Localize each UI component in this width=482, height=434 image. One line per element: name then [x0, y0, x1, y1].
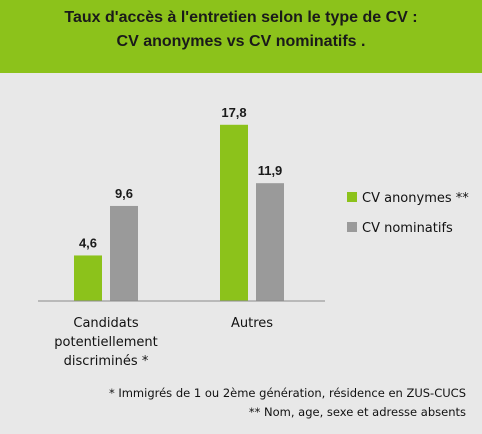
chart-title-line-1: Taux d'accès à l'entretien selon le type…: [64, 9, 418, 26]
chart-title-line-2: CV anonymes vs CV nominatifs .: [116, 33, 366, 50]
x-tick-label-1-0: Autres: [231, 316, 273, 331]
data-label-anonymes-0: 4,6: [79, 235, 97, 250]
bar-nominatifs-0: [110, 205, 138, 301]
x-tick-label-0-2: discriminés *: [64, 354, 149, 369]
bar-chart: 4,6 17,8 9,6 11,9 Candidats potentiellement di…: [38, 105, 469, 369]
bar-nominatifs-1: [256, 183, 284, 301]
legend-label-anonymes: CV anonymes **: [362, 191, 469, 206]
data-label-anonymes-1: 17,8: [221, 105, 246, 120]
data-label-nominatifs-1: 11,9: [258, 163, 283, 178]
x-tick-label-0-0: Candidats: [73, 316, 138, 331]
legend-label-nominatifs: CV nominatifs: [362, 221, 453, 236]
footnote-2: ** Nom, age, sexe et adresse absents: [248, 405, 466, 419]
data-label-nominatifs-0: 9,6: [115, 186, 133, 201]
footnote-1: * Immigrés de 1 ou 2ème génération, rési…: [108, 386, 466, 400]
chart-title-banner: Taux d'accès à l'entretien selon le type…: [0, 0, 482, 73]
x-tick-label-0-1: potentiellement: [54, 335, 157, 350]
legend-swatch-nominatifs: [347, 222, 357, 232]
legend-swatch-anonymes: [347, 192, 357, 202]
bar-anonymes-1: [220, 124, 248, 301]
bar-anonymes-0: [74, 255, 102, 301]
